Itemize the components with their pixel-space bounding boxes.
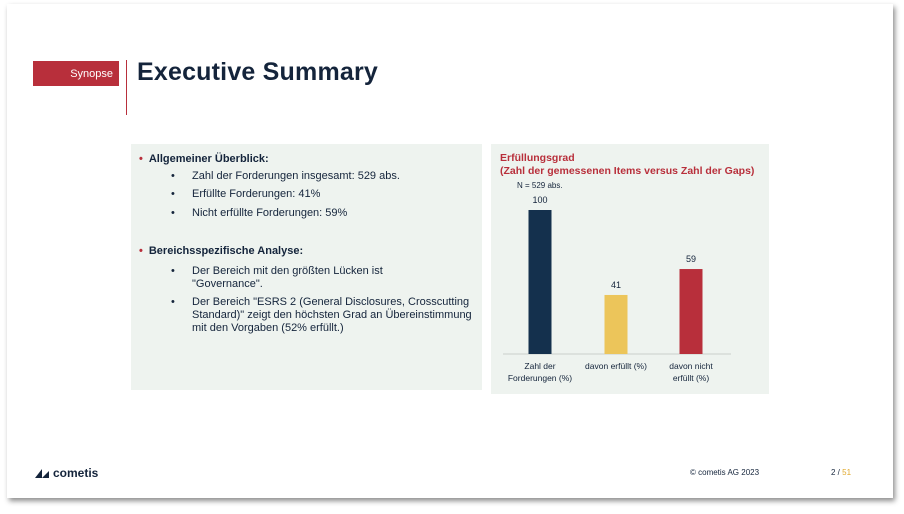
bullet-icon: • — [171, 265, 175, 277]
chart-annotation: N = 529 abs. — [517, 181, 563, 190]
footer-logo: cometis — [35, 466, 98, 480]
bar — [528, 210, 552, 354]
chart-panel: Erfüllungsgrad (Zahl der gemessenen Item… — [491, 144, 769, 394]
analysis-item: • Der Bereich "ESRS 2 (General Disclosure… — [171, 296, 472, 334]
cometis-logo-icon — [35, 469, 49, 478]
analysis-heading: • Bereichsspezifische Analyse: — [139, 245, 304, 257]
category-label: Zahl der — [524, 361, 555, 371]
data-label: 100 — [532, 195, 547, 205]
bullet-icon: • — [139, 245, 143, 257]
overview-item: • Erfüllte Forderungen: 41% — [171, 188, 321, 200]
overview-item: • Nicht erfüllte Forderungen: 59% — [171, 207, 348, 219]
analysis-item: • Der Bereich mit den größten Lücken ist … — [171, 265, 383, 290]
bar — [604, 294, 628, 354]
chart-title: Erfüllungsgrad (Zahl der gemessenen Item… — [500, 152, 755, 177]
title-divider — [126, 60, 127, 115]
data-label: 41 — [611, 280, 621, 290]
slide: Synopse Executive Summary • Allgemeiner Ü… — [7, 4, 893, 498]
category-label: Forderungen (%) — [508, 373, 572, 383]
bullet-icon: • — [171, 296, 175, 308]
section-tag: Synopse — [33, 61, 119, 86]
footer-copyright: © cometis AG 2023 — [690, 468, 760, 477]
category-label: davon erfüllt (%) — [585, 361, 647, 371]
category-label: erfüllt (%) — [673, 373, 710, 383]
bullet-icon: • — [171, 188, 175, 200]
summary-panel: • Allgemeiner Überblick: • Zahl der Forder… — [131, 144, 482, 390]
bar-chart: 100 Zahl der Forderungen (%) 41 davon erfüll… — [503, 195, 731, 383]
bar — [679, 269, 703, 354]
chart-subtitle: (Zahl der gemessenen Items versus Zahl d… — [500, 165, 755, 177]
overview-item: • Zahl der Forderungen insgesamt: 529 abs… — [171, 170, 400, 182]
bullet-icon: • — [171, 170, 175, 182]
page-title: Executive Summary — [137, 58, 379, 86]
data-label: 59 — [686, 254, 696, 264]
page-number: 2 / 51 — [831, 468, 852, 477]
bullet-icon: • — [171, 207, 175, 219]
category-label: davon nicht — [669, 361, 713, 371]
bullet-icon: • — [139, 153, 143, 165]
overview-heading: • Allgemeiner Überblick: — [139, 153, 269, 165]
